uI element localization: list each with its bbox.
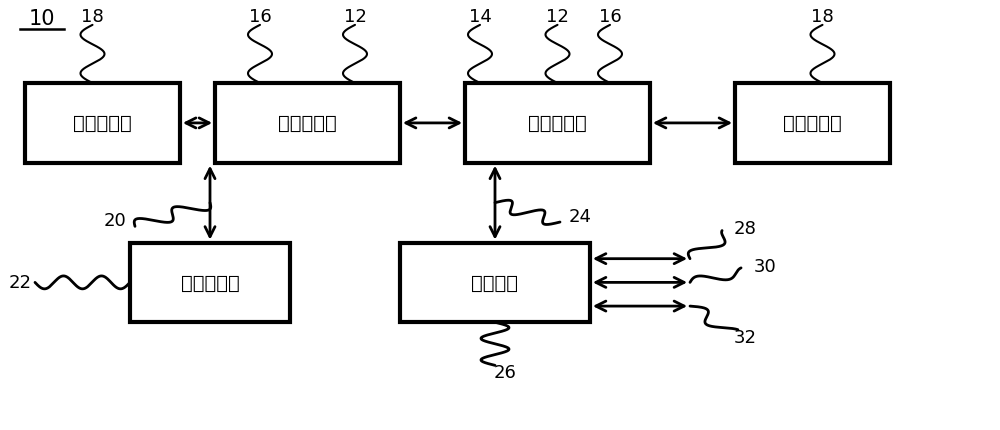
Bar	[215, 84, 400, 163]
Text: 以太网接口: 以太网接口	[181, 273, 239, 292]
Text: 18: 18	[81, 8, 104, 26]
Text: 30: 30	[754, 258, 776, 275]
Text: 26: 26	[494, 363, 516, 381]
Text: 14: 14	[469, 8, 491, 26]
Text: 32: 32	[734, 329, 757, 346]
Text: 内部存储器: 内部存储器	[783, 114, 842, 133]
Bar	[130, 243, 290, 322]
Text: 20: 20	[104, 212, 126, 229]
Text: 18: 18	[811, 8, 834, 26]
Text: 12: 12	[344, 8, 366, 26]
Text: 10: 10	[29, 9, 55, 29]
Text: 中央处理器: 中央处理器	[278, 114, 337, 133]
Text: 16: 16	[599, 8, 621, 26]
Bar	[400, 243, 590, 322]
Bar	[465, 84, 650, 163]
Text: 16: 16	[249, 8, 271, 26]
Text: 22: 22	[9, 274, 32, 292]
Bar	[735, 84, 890, 163]
Text: 12: 12	[546, 8, 569, 26]
Text: 24: 24	[568, 207, 592, 225]
Text: 中央处理器: 中央处理器	[528, 114, 587, 133]
Text: 主板芯片: 主板芯片	[472, 273, 518, 292]
Text: 内部存储器: 内部存储器	[73, 114, 132, 133]
Text: 28: 28	[734, 219, 756, 237]
Bar	[25, 84, 180, 163]
